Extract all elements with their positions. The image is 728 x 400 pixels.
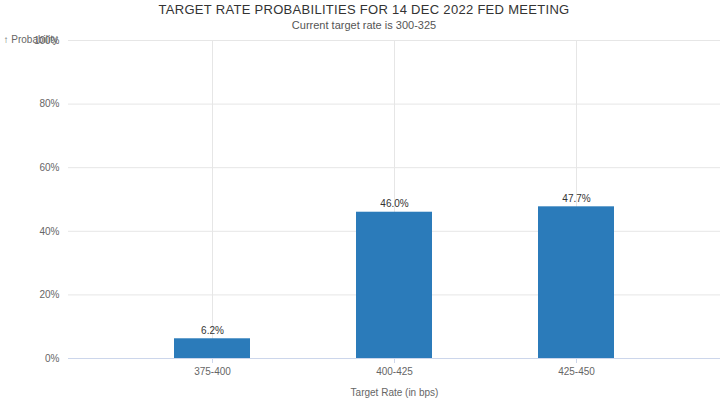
svg-text:↑ Probability: ↑ Probability — [4, 34, 58, 45]
svg-text:6.2%: 6.2% — [201, 325, 224, 336]
svg-text:375-400: 375-400 — [194, 366, 231, 377]
svg-text:47.7%: 47.7% — [562, 193, 590, 204]
html-text:Current target rate is 300-325: Current target rate is 300-325 — [291, 19, 437, 31]
html-text:TARGET RATE PROBABILITIES FOR: TARGET RATE PROBABILITIES FOR 14 DEC 202… — [158, 2, 570, 17]
svg-text:20%: 20% — [39, 289, 59, 300]
svg-text:400-425: 400-425 — [376, 366, 413, 377]
svg-text:0%: 0% — [45, 353, 60, 364]
svg-text:80%: 80% — [39, 98, 59, 109]
svg-text:46.0%: 46.0% — [380, 198, 408, 209]
svg-text:Target Rate (in bps): Target Rate (in bps) — [351, 387, 439, 398]
svg-text:40%: 40% — [39, 226, 59, 237]
svg-text:425-450: 425-450 — [558, 366, 595, 377]
svg-text:60%: 60% — [39, 162, 59, 173]
